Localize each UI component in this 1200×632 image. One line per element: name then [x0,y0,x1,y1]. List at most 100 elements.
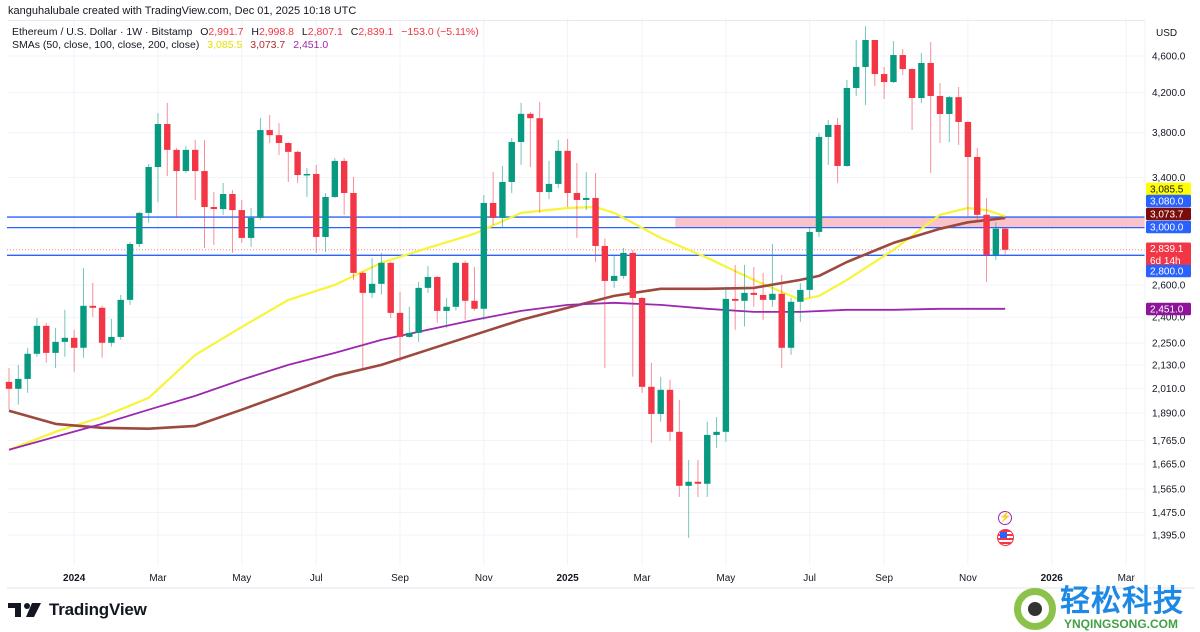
time-tick-label: Mar [149,573,167,584]
candle-up [918,62,925,99]
candle-down [573,193,581,200]
time-tick-label: Nov [959,573,977,584]
candle-down [908,69,916,99]
candle-down [750,292,757,295]
candle-down [983,214,990,255]
grid [7,18,1145,565]
low-label: L [301,26,308,38]
sma-legend[interactable]: SMAs (50, close, 100, close, 200, close)… [12,39,328,51]
currency-label: USD [1156,28,1177,39]
candle-up [545,183,553,193]
tradingview-logo-text: TradingView [49,600,147,619]
chart-credit: kanguhalubale created with TradingView.c… [8,5,357,17]
candle-up [862,40,869,67]
candle-down [899,55,906,70]
tradingview-logo[interactable]: TradingView [8,600,147,620]
candle-down [210,207,218,210]
candle-down [229,194,236,211]
price-label-box [1146,207,1191,221]
candle-down [238,210,245,238]
time-axis[interactable]: 2024 Mar May Jul Sep Nov 2025 Mar May Jul Sep Nov 20… [63,573,1135,584]
candle-down [666,389,674,432]
candle-up [154,124,162,167]
price-label-box [1146,220,1191,234]
candle-down [471,300,478,309]
candle-down [275,135,283,143]
price-tick-label: 1,665.0 [1152,460,1186,471]
time-tick-label: Mar [633,573,651,584]
candle-up [610,275,618,281]
candle-up [415,287,422,333]
candle-down [601,245,609,281]
candle-up [685,481,692,486]
watermark-en: YNQINGSONG.COM [1064,617,1179,631]
candle-down [70,337,78,348]
candle-up [992,228,1000,255]
candle-up [15,378,22,389]
time-tick-label: May [716,573,735,584]
candle-up [443,306,450,311]
candle-up [713,431,720,435]
candle-up [946,97,953,115]
candle-down [340,160,348,194]
legend: Ethereum / U.S. Dollar · 1W · Bitstamp O… [8,20,1144,53]
price-tick-label: 2,130.0 [1152,361,1186,372]
candle-down [294,151,301,176]
price-label: 2,839.1 [1150,244,1184,255]
price-tick-label: 2,600.0 [1152,281,1186,292]
candle-up [136,212,143,245]
candle-up [499,181,506,218]
symbol-legend[interactable]: Ethereum / U.S. Dollar · 1W · Bitstamp O… [12,26,479,38]
sma100-line [8,216,1006,430]
candle-down [629,252,636,298]
candle-down [266,130,273,136]
price-tick-label: 1,395.0 [1152,531,1186,542]
open-label: O [200,26,209,38]
candle-down [173,149,180,172]
lightning-event-icon[interactable]: ⚡ [998,511,1012,525]
candle-down [313,173,320,237]
candle-up [368,283,376,293]
candle-down [434,276,441,311]
candle-up [257,130,264,218]
candle-down [285,142,292,152]
price-label-box [1146,302,1191,316]
watermark-eye [1028,602,1042,616]
candle-down [648,386,655,414]
candle-up [787,301,795,348]
price-label: 3,080.0 [1150,196,1184,207]
sma50-line [8,205,1006,451]
candle-down [778,293,785,348]
candle-down [5,381,13,389]
candle-down [350,193,357,273]
candle-down [387,262,394,313]
candle-up [741,292,748,301]
candle-down [564,150,571,194]
candle-up [480,202,488,309]
candle-down [489,202,497,218]
candle-up [806,231,813,290]
candle-down [359,272,366,293]
price-label: 3,073.7 [1150,209,1184,220]
us-flag-economic-event-icon[interactable] [997,529,1014,546]
price-tick-label: 1,890.0 [1152,409,1186,420]
candle-up [843,87,851,166]
candle-up [517,113,525,143]
candle-up [406,332,413,337]
low-value: 2,807.1 [307,26,343,38]
price-label-box [1146,194,1191,208]
time-tick-label: Nov [475,573,493,584]
candle-down [731,298,739,301]
price-tick-label: 2,400.0 [1152,313,1186,324]
candle-down [955,97,962,122]
high-value: 2,998.8 [258,26,294,38]
candle-up [452,262,460,307]
candle-up [508,142,515,182]
price-axis[interactable]: USD 4,600.0 4,200.0 3,800.0 3,400.0 2,600.0 2… [1152,28,1186,542]
price-label: 2,451.0 [1150,304,1184,315]
candle-up [769,293,776,300]
candle-up [108,336,115,343]
candle-up [182,149,190,172]
price-tick-label: 2,250.0 [1152,339,1186,350]
